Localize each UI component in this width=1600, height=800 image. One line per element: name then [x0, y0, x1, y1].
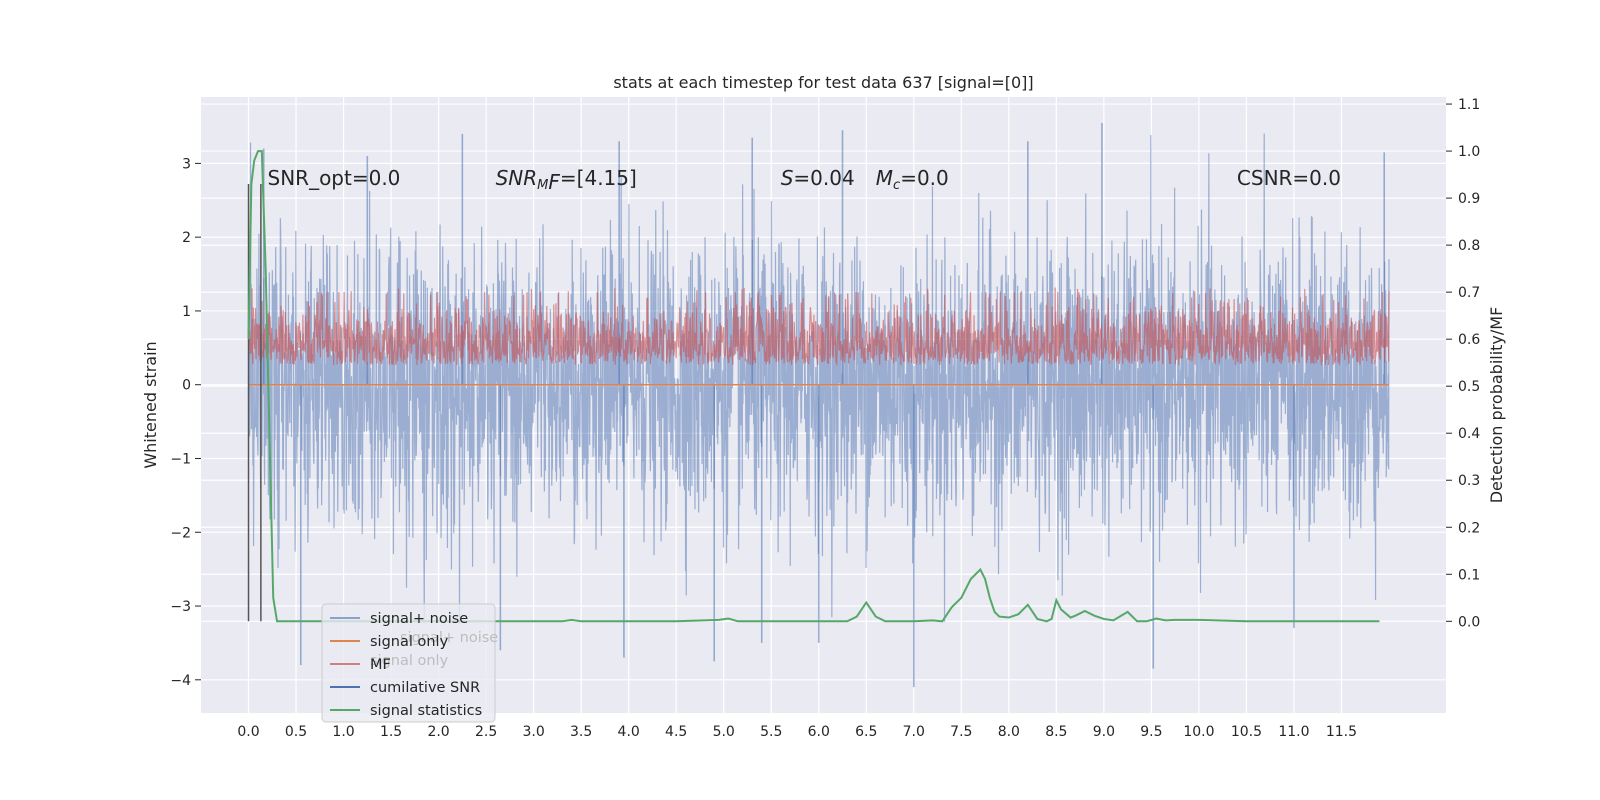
y-right-tick-label-10: 1.0 — [1458, 144, 1480, 160]
y-left-tick-label-6: 2 — [182, 230, 191, 246]
legend-ghost-1: signal only — [370, 653, 449, 669]
x-tick-label-13: 6.5 — [855, 724, 877, 740]
y-axis-left: −4 −3 −2 −1 0 1 2 3 — [170, 156, 201, 689]
annotations: SNR_opt=0.0 SNRMF=[4.15] S=0.04 Mc=0.0 CSNR=… — [268, 166, 1341, 194]
x-tick-label-14: 7.0 — [903, 724, 925, 740]
y-left-tick-label-0: −4 — [170, 673, 191, 689]
y-right-tick-label-1: 0.1 — [1458, 567, 1480, 583]
y-axis-right-label: Detection probability/MF — [1487, 307, 1506, 504]
y-right-tick-label-2: 0.2 — [1458, 520, 1480, 536]
x-tick-label-23: 11.5 — [1326, 724, 1357, 740]
x-tick-label-6: 3.0 — [523, 724, 545, 740]
x-tick-label-19: 9.5 — [1140, 724, 1162, 740]
x-tick-label-4: 2.0 — [427, 724, 449, 740]
x-tick-label-20: 10.0 — [1183, 724, 1214, 740]
y-left-tick-label-7: 3 — [182, 156, 191, 172]
y-axis-left-label: Whitened strain — [141, 341, 160, 468]
y-right-tick-label-3: 0.3 — [1458, 473, 1480, 489]
x-tick-label-15: 7.5 — [950, 724, 972, 740]
x-axis: 0.0 0.5 1.0 1.5 2.0 2.5 3.0 3.5 4.0 4.5 5.0 5.5 6.0 6… — [237, 724, 1357, 740]
x-tick-label-22: 11.0 — [1278, 724, 1309, 740]
annotation-1: SNRMF=[4.15] — [496, 166, 637, 194]
series-mf — [247, 287, 1390, 366]
legend-label-3: cumilative SNR — [370, 680, 480, 696]
y-right-tick-label-5: 0.5 — [1458, 379, 1480, 395]
legend-label-4: signal statistics — [370, 703, 482, 719]
x-tick-label-10: 5.0 — [713, 724, 735, 740]
annotation-4: CSNR=0.0 — [1237, 166, 1341, 190]
y-left-tick-label-3: −1 — [170, 451, 191, 467]
x-tick-label-2: 1.0 — [332, 724, 354, 740]
y-right-tick-label-7: 0.7 — [1458, 285, 1480, 301]
x-tick-label-21: 10.5 — [1231, 724, 1262, 740]
y-right-tick-label-8: 0.8 — [1458, 238, 1480, 254]
y-left-tick-label-5: 1 — [182, 304, 191, 320]
y-right-tick-label-9: 0.9 — [1458, 191, 1480, 207]
legend-box — [321, 603, 496, 723]
legend-ghost-0: signal+ noise — [400, 630, 498, 646]
x-tick-label-11: 5.5 — [760, 724, 782, 740]
annotation-3: Mc=0.0 — [876, 166, 949, 193]
y-right-tick-label-4: 0.4 — [1458, 426, 1480, 442]
x-tick-label-12: 6.0 — [808, 724, 830, 740]
y-left-tick-label-2: −2 — [170, 525, 191, 541]
x-tick-label-17: 8.5 — [1045, 724, 1067, 740]
annotation-2: S=0.04 — [781, 166, 855, 190]
legend-label-1: signal only — [370, 634, 449, 650]
x-tick-label-16: 8.0 — [998, 724, 1020, 740]
legend-label-0: signal+ noise — [370, 611, 468, 627]
x-tick-label-9: 4.5 — [665, 724, 687, 740]
x-tick-label-7: 3.5 — [570, 724, 592, 740]
y-left-tick-label-1: −3 — [170, 599, 191, 615]
legend-label-2: MF — [370, 657, 391, 673]
y-axis-right: 0.0 0.1 0.2 0.3 0.4 0.5 0.6 0.7 0.8 0.9 1.0 1.1 — [1446, 97, 1480, 630]
annotation-0: SNR_opt=0.0 — [268, 166, 401, 190]
y-left-tick-label-4: 0 — [182, 378, 191, 394]
y-right-tick-label-11: 1.1 — [1458, 97, 1480, 113]
x-tick-label-8: 4.0 — [618, 724, 640, 740]
y-right-tick-label-0: 0.0 — [1458, 614, 1480, 630]
chart-title: stats at each timestep for test data 637… — [613, 73, 1033, 92]
y-right-tick-label-6: 0.6 — [1458, 332, 1480, 348]
x-tick-label-1: 0.5 — [285, 724, 307, 740]
vertical-lines — [247, 184, 262, 622]
x-tick-label-3: 1.5 — [380, 724, 402, 740]
x-tick-label-0: 0.0 — [237, 724, 259, 740]
x-tick-label-5: 2.5 — [475, 724, 497, 740]
x-tick-label-18: 9.0 — [1093, 724, 1115, 740]
